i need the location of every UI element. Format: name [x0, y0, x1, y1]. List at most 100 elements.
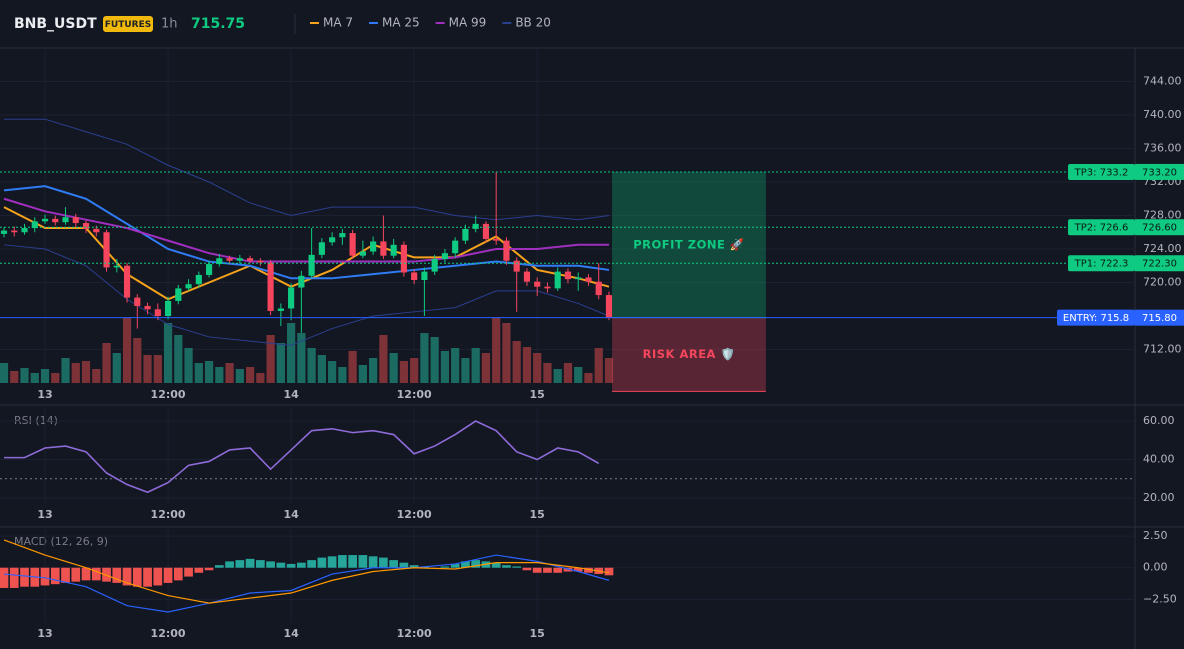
- zone-label: RISK AREA 🛡️: [643, 347, 736, 361]
- candle-body: [236, 258, 243, 261]
- candle-body: [144, 305, 151, 310]
- histogram-bar: [338, 555, 347, 568]
- candle-body: [318, 242, 325, 255]
- level-tag: [1068, 219, 1135, 236]
- volume-bar: [92, 369, 101, 383]
- candle-body: [103, 232, 110, 268]
- candle-body: [585, 277, 592, 282]
- volume-bar: [184, 348, 193, 383]
- histogram-bar: [40, 567, 50, 586]
- candle-body: [523, 271, 531, 282]
- volume-bar: [307, 348, 316, 383]
- candle-body: [421, 271, 428, 280]
- interval: 1h: [161, 17, 178, 32]
- histogram-bar: [502, 565, 511, 568]
- volume-bar: [276, 343, 285, 383]
- histogram-bar: [20, 567, 29, 587]
- volume-bar: [163, 323, 173, 383]
- x-tick-label: 14: [283, 627, 299, 640]
- candle-body: [123, 265, 131, 298]
- candle-body: [462, 228, 469, 241]
- y-tick-label: 712.00: [1143, 343, 1182, 356]
- volume-bar: [256, 373, 265, 383]
- candle-body: [288, 287, 295, 309]
- candle-body: [503, 240, 510, 261]
- x-tick-label: 12:00: [151, 508, 186, 521]
- volume-bar: [563, 363, 573, 383]
- volume-bar: [369, 358, 378, 383]
- level-label: TP3: 733.2: [1074, 167, 1129, 178]
- histogram-bar: [348, 555, 357, 568]
- candle-body: [216, 258, 223, 265]
- histogram-bar: [512, 566, 522, 568]
- histogram-bar: [81, 567, 91, 581]
- volume-bar: [215, 367, 224, 383]
- candle-body: [441, 253, 448, 260]
- histogram-bar: [584, 567, 593, 573]
- histogram-bar: [286, 563, 296, 568]
- volume-bar: [40, 369, 50, 383]
- y-tick-label: 744.00: [1143, 75, 1182, 88]
- candle-body: [31, 221, 38, 229]
- x-tick-label: 12:00: [397, 627, 432, 640]
- candle-body: [554, 271, 561, 289]
- candle-body: [349, 233, 356, 256]
- level-label: TP1: 722.3: [1074, 259, 1129, 270]
- level-axis-tag: [1135, 255, 1184, 272]
- volume-bar: [471, 348, 480, 383]
- candle-body: [185, 284, 192, 289]
- volume-bar: [61, 358, 70, 383]
- level-tag: [1068, 255, 1135, 272]
- x-tick-label: 13: [37, 388, 52, 401]
- histogram-bar: [307, 560, 316, 568]
- volume-bar: [461, 358, 470, 383]
- y-tick-label: 40.00: [1143, 453, 1175, 466]
- histogram-bar: [112, 567, 122, 583]
- candle-body: [206, 264, 213, 275]
- candle-body: [370, 241, 377, 252]
- candle-body: [482, 223, 490, 239]
- candle-body: [564, 271, 572, 280]
- zone: [612, 317, 766, 392]
- histogram-bar: [358, 555, 368, 568]
- level-label: TP2: 726.6: [1074, 223, 1129, 234]
- candle-body: [195, 274, 202, 285]
- volume-bar: [348, 351, 357, 383]
- volume-bar: [287, 323, 296, 383]
- badge: FUTURES: [105, 20, 151, 30]
- candle-body: [472, 223, 479, 229]
- volume-bar: [122, 318, 132, 383]
- histogram-bar: [553, 567, 563, 573]
- histogram-bar: [379, 557, 388, 568]
- candle-body: [113, 265, 120, 268]
- volume-bar: [71, 363, 80, 383]
- volume-bar: [533, 353, 542, 383]
- histogram-bar: [471, 560, 481, 568]
- volume-bar: [297, 333, 306, 383]
- y-tick-label: −2.50: [1143, 592, 1177, 605]
- histogram-bar: [143, 567, 152, 587]
- volume-bar: [410, 358, 419, 383]
- x-tick-label: 15: [530, 627, 545, 640]
- volume-bar: [225, 363, 234, 383]
- histogram-bar: [50, 567, 60, 585]
- volume-bar: [338, 367, 347, 383]
- candle-body: [257, 260, 264, 263]
- candle-body: [605, 295, 613, 319]
- candle-body: [452, 240, 459, 254]
- histogram-bar: [122, 567, 132, 586]
- histogram-bar: [214, 565, 224, 568]
- macd-line: [3, 554, 610, 613]
- y-tick-label: 740.00: [1143, 108, 1182, 121]
- candle-body: [411, 272, 418, 280]
- level-tag: [1068, 163, 1135, 180]
- rsi-title: RSI (14): [14, 414, 58, 427]
- volume-bar: [20, 368, 29, 383]
- volume-bar: [522, 347, 532, 383]
- x-tick-label: 15: [530, 388, 545, 401]
- histogram-bar: [563, 567, 573, 572]
- legend-label: MA 25: [382, 16, 420, 30]
- candle-body: [175, 288, 182, 301]
- histogram-bar: [604, 567, 614, 576]
